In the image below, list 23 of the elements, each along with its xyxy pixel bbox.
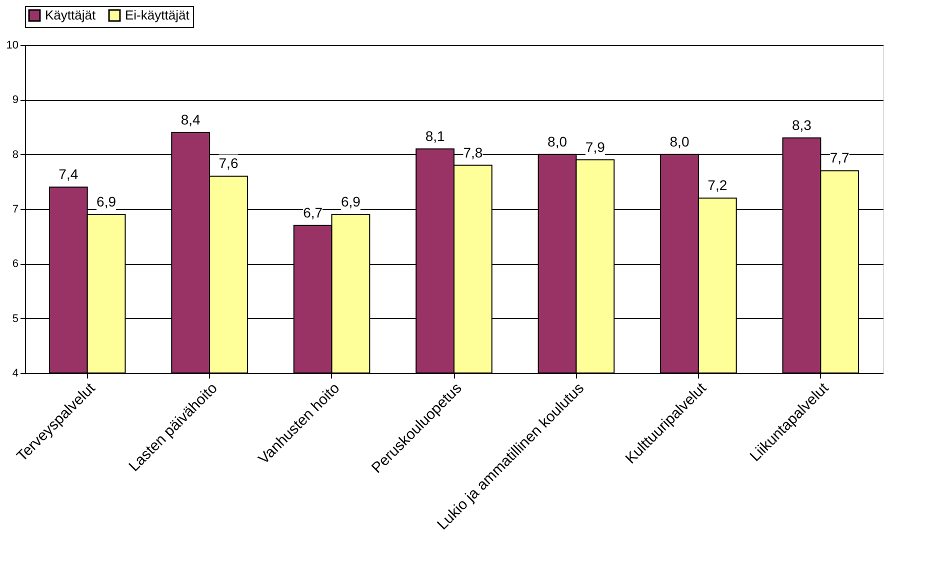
data-label: 7,4	[58, 166, 78, 182]
data-label: 7,6	[218, 155, 238, 172]
data-label: 8,0	[670, 133, 690, 150]
y-tick-label: 6	[12, 258, 18, 270]
data-label: 8,0	[548, 133, 568, 150]
data-label: 8,3	[792, 116, 812, 133]
y-tick-label: 4	[12, 368, 18, 380]
data-label: 6,7	[303, 204, 323, 220]
y-tick-label: 10	[6, 40, 18, 52]
legend-label: Ei-käyttäjät	[125, 8, 190, 23]
data-label: 7,8	[463, 144, 483, 160]
data-label: 7,7	[830, 150, 850, 166]
data-label: 6,9	[96, 193, 116, 210]
data-label: 7,9	[585, 138, 606, 155]
legend-label: Käyttäjät	[45, 8, 96, 23]
y-tick-label: 9	[12, 94, 18, 106]
data-label: 6,9	[340, 193, 361, 210]
data-label: 8,1	[425, 128, 445, 144]
y-tick-label: 8	[12, 148, 18, 161]
y-tick-label: 7	[12, 204, 18, 216]
y-tick-label: 5	[12, 312, 18, 325]
data-label: 7,2	[708, 177, 728, 194]
data-label: 8,4	[180, 111, 201, 128]
